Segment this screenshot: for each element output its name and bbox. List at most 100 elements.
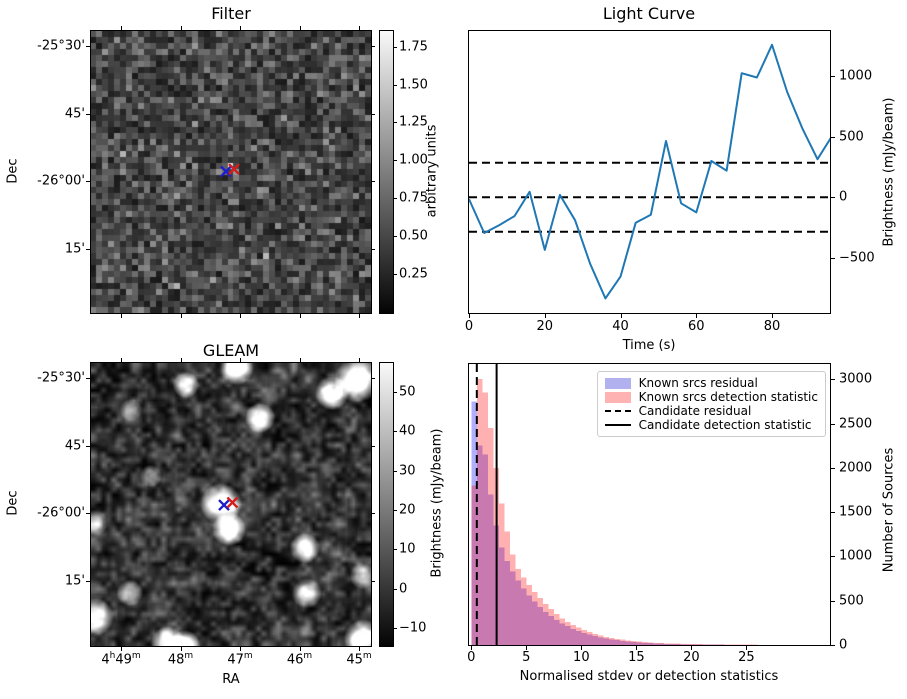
axis-tick bbox=[121, 26, 122, 30]
axis-tick bbox=[393, 198, 397, 200]
filter-ylabel: Dec bbox=[5, 158, 21, 184]
filter-ytick-label: 45' bbox=[64, 106, 85, 121]
axis-tick bbox=[696, 314, 698, 318]
gleam-ytick-label: 45' bbox=[64, 438, 85, 453]
axis-tick bbox=[86, 580, 90, 582]
gleam-sky-image bbox=[91, 363, 371, 646]
detection-hist-bar bbox=[636, 641, 642, 645]
light-curve-ytick-label: 1000 bbox=[839, 68, 873, 84]
axis-tick bbox=[180, 26, 182, 30]
axis-tick bbox=[240, 647, 241, 651]
detection-hist-bar bbox=[702, 644, 708, 645]
detection-hist-bar bbox=[575, 627, 582, 645]
detection-hist-bar bbox=[707, 644, 714, 645]
axis-tick bbox=[831, 379, 835, 381]
axis-tick bbox=[746, 646, 748, 650]
gleam-ytick-label: -25°30' bbox=[37, 370, 85, 386]
axis-tick bbox=[831, 645, 835, 646]
axis-tick bbox=[86, 46, 90, 47]
detection-hist-bar bbox=[471, 485, 477, 645]
detection-hist-bar bbox=[592, 633, 598, 645]
axis-tick bbox=[393, 46, 397, 48]
legend-entry-candidate-residual: Candidate residual bbox=[604, 404, 818, 418]
residual-hist-bar bbox=[482, 454, 488, 645]
residual-hist-bar bbox=[559, 623, 565, 645]
axis-tick bbox=[371, 46, 375, 47]
filter-ytick-label: -26°00' bbox=[37, 173, 85, 189]
detection-hist-bar bbox=[548, 609, 554, 645]
gleam-colorbar bbox=[379, 362, 394, 647]
histogram-ytick-label: 1500 bbox=[839, 504, 873, 520]
axis-tick bbox=[544, 314, 546, 318]
histogram-xlabel: Normalised stdev or detection statistics bbox=[519, 669, 779, 684]
light-curve-xtick-label: 80 bbox=[763, 319, 781, 334]
detection-hist-bar bbox=[570, 625, 576, 645]
axis-tick bbox=[240, 314, 241, 318]
residual-hist-bar bbox=[509, 571, 516, 645]
gleam-xtick-label: 48m bbox=[167, 651, 194, 668]
axis-tick bbox=[359, 358, 360, 362]
axis-tick bbox=[359, 314, 360, 318]
legend-label: Candidate detection statistic bbox=[638, 418, 812, 432]
detection-hist-bar bbox=[652, 642, 659, 645]
detection-hist-bar bbox=[625, 640, 631, 645]
axis-tick bbox=[636, 646, 638, 650]
residual-hist-bar bbox=[498, 547, 505, 645]
axis-tick bbox=[831, 467, 835, 469]
gleam-ylabel: Dec bbox=[5, 490, 21, 516]
legend-label: Known srcs residual bbox=[638, 376, 758, 390]
axis-tick bbox=[121, 647, 122, 651]
residual-hist-bar bbox=[520, 588, 527, 645]
detection-hist-bar bbox=[509, 554, 516, 645]
legend-swatch-pink bbox=[604, 391, 631, 403]
axis-tick bbox=[299, 26, 301, 30]
histogram-ytick-label: 1000 bbox=[839, 548, 873, 564]
histogram-xtick-label: 25 bbox=[738, 650, 755, 665]
detection-hist-bar bbox=[619, 639, 626, 645]
residual-hist-bar bbox=[581, 632, 587, 645]
detection-hist-bar bbox=[658, 643, 664, 645]
legend-dashed-line bbox=[604, 410, 631, 412]
axis-tick bbox=[393, 431, 397, 433]
legend-swatch-blue bbox=[604, 377, 631, 389]
residual-hist-bar bbox=[614, 640, 620, 645]
detection-hist-bar bbox=[614, 638, 620, 645]
histogram-ytick-label: 500 bbox=[839, 593, 864, 609]
axis-tick bbox=[240, 26, 241, 30]
light-curve-ytick-label: 500 bbox=[839, 129, 864, 145]
residual-hist-bar bbox=[674, 644, 681, 645]
residual-hist-bar bbox=[548, 616, 554, 645]
filter-title: Filter bbox=[211, 4, 251, 23]
histogram-xtick-label: 10 bbox=[573, 650, 590, 665]
axis-tick bbox=[393, 274, 397, 276]
detection-hist-bar bbox=[504, 531, 510, 645]
axis-tick bbox=[299, 314, 301, 318]
histogram-legend: Known srcs residual Known srcs detection… bbox=[596, 371, 826, 437]
detection-hist-bar bbox=[630, 641, 637, 645]
filter-colorbar-tick-label: 0.50 bbox=[399, 228, 428, 244]
axis-tick bbox=[121, 358, 122, 362]
axis-tick bbox=[86, 181, 90, 182]
detection-hist-bar bbox=[713, 644, 719, 645]
axis-tick bbox=[620, 314, 622, 318]
axis-tick bbox=[831, 257, 835, 259]
residual-hist-bar bbox=[658, 643, 664, 645]
histogram-ytick-label: 2500 bbox=[839, 416, 873, 432]
axis-tick bbox=[831, 197, 835, 199]
axis-tick bbox=[359, 647, 360, 651]
filter-colorbar-tick-label: 1.50 bbox=[399, 77, 428, 93]
legend-entry-candidate-detection: Candidate detection statistic bbox=[604, 418, 818, 432]
gleam-xtick-label: 47m bbox=[227, 651, 253, 668]
legend-label: Known srcs detection statistic bbox=[638, 390, 818, 404]
axis-tick bbox=[371, 248, 375, 250]
axis-tick bbox=[240, 358, 241, 362]
histogram-ylabel: Number of Sources bbox=[881, 447, 897, 573]
residual-hist-bar bbox=[691, 644, 697, 645]
light-curve-title: Light Curve bbox=[602, 4, 696, 23]
filter-colorbar bbox=[379, 30, 394, 314]
axis-tick bbox=[371, 113, 375, 115]
filter-colorbar-tick-label: 1.25 bbox=[399, 114, 428, 130]
residual-hist-bar bbox=[526, 595, 532, 645]
axis-tick bbox=[471, 646, 473, 650]
detection-hist-bar bbox=[685, 644, 692, 645]
